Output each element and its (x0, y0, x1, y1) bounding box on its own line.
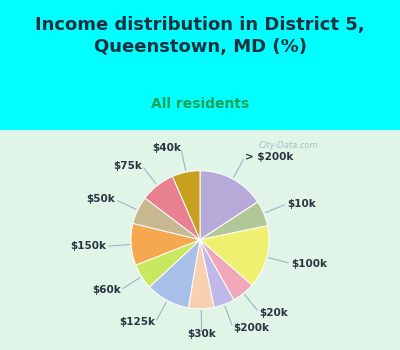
Text: $20k: $20k (259, 308, 288, 318)
Wedge shape (200, 240, 252, 300)
Wedge shape (200, 226, 269, 285)
Wedge shape (145, 176, 200, 240)
Text: $40k: $40k (152, 143, 181, 153)
Text: $75k: $75k (113, 161, 142, 171)
Text: Income distribution in District 5,
Queenstown, MD (%): Income distribution in District 5, Queen… (35, 16, 365, 56)
Wedge shape (172, 171, 200, 240)
Wedge shape (200, 171, 258, 240)
Wedge shape (188, 240, 214, 309)
Wedge shape (131, 223, 200, 265)
Text: $100k: $100k (291, 259, 327, 268)
Text: $200k: $200k (233, 323, 269, 333)
Wedge shape (200, 240, 234, 307)
Text: $150k: $150k (70, 241, 106, 251)
Text: > $200k: > $200k (245, 152, 293, 162)
Text: $30k: $30k (187, 329, 216, 339)
Wedge shape (136, 240, 200, 287)
Wedge shape (150, 240, 200, 308)
Text: $60k: $60k (92, 285, 120, 295)
Text: All residents: All residents (151, 97, 249, 111)
Text: $10k: $10k (287, 199, 316, 209)
Wedge shape (200, 202, 268, 240)
Wedge shape (133, 198, 200, 240)
Text: City-Data.com: City-Data.com (259, 140, 319, 149)
Text: $125k: $125k (119, 317, 155, 327)
Text: $50k: $50k (86, 194, 115, 204)
